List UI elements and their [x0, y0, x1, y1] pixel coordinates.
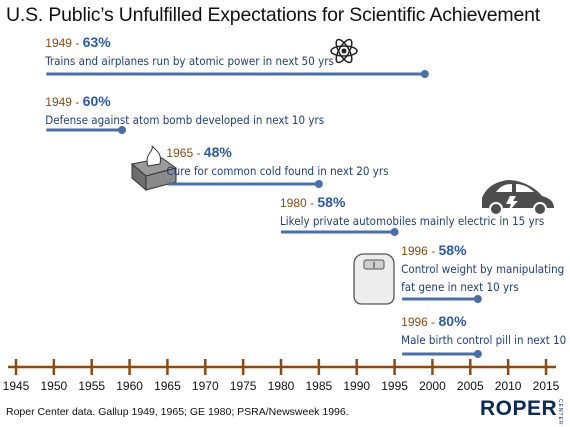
- expectation-description: Trains and airplanes run by atomic power…: [45, 54, 334, 68]
- x-tick-label: 1965: [154, 379, 181, 393]
- survey-year: 1949: [45, 95, 72, 109]
- survey-year: 1980: [280, 196, 307, 210]
- source-note: Roper Center data. Gallup 1949, 1965; GE…: [6, 406, 349, 418]
- percent-value: 60%: [82, 93, 111, 109]
- timeline-label: 1949 - 63% Trains and airplanes run by at…: [45, 34, 334, 70]
- expectation-description: Control weight by manipulating: [401, 262, 565, 276]
- timeline-bar-end-marker: [420, 70, 429, 78]
- expectation-description: Defense against atom bomb developed in n…: [45, 113, 325, 127]
- x-tick-label: 2010: [495, 379, 522, 393]
- timeline-bar-end-marker: [118, 126, 126, 134]
- x-tick-label: 2005: [457, 379, 484, 393]
- scale-icon: [353, 253, 395, 305]
- separator: -: [193, 146, 204, 160]
- x-tick-label: 1960: [116, 379, 143, 393]
- expectation-description: fat gene in next 10 yrs: [401, 280, 519, 294]
- x-tick-label: 1990: [343, 379, 370, 393]
- survey-year: 1996: [401, 244, 428, 258]
- survey-year: 1965: [166, 146, 194, 160]
- expectation-description: Male birth control pill in next 10 yrs: [401, 333, 570, 347]
- tissue-box-icon: [130, 145, 178, 192]
- atom-icon: [330, 38, 358, 64]
- roper-logo: ROPER: [480, 397, 558, 420]
- timeline-bar-end-marker: [390, 228, 399, 236]
- timeline-label: 1980 - 58% Likely private automobiles mai…: [280, 194, 544, 230]
- x-tick-label: 1980: [268, 379, 295, 393]
- label-header: 1949 - 63%: [45, 34, 334, 52]
- timeline-label: 1996 - 80% Male birth control pill in nex…: [401, 313, 570, 349]
- x-tick-label: 1975: [230, 379, 257, 393]
- x-tick-label: 1995: [381, 379, 408, 393]
- survey-year: 1949: [45, 36, 72, 50]
- x-tick-label: 2015: [533, 379, 560, 393]
- survey-year: 1996: [401, 315, 428, 329]
- separator: -: [427, 315, 439, 329]
- x-tick-label: 1985: [306, 379, 333, 393]
- timeline-label: 1949 - 60% Defense against atom bomb deve…: [45, 93, 324, 129]
- percent-value: 80%: [438, 313, 467, 329]
- separator: -: [71, 95, 83, 109]
- x-tick-label: 1955: [78, 379, 105, 393]
- label-header: 1949 - 60%: [45, 93, 324, 111]
- expectation-description: Cure for common cold found in next 20 yr…: [166, 164, 389, 178]
- label-header: 1996 - 80%: [401, 313, 570, 331]
- x-tick-label: 1950: [41, 379, 68, 393]
- percent-value: 58%: [438, 242, 467, 258]
- electric-car-icon: [482, 180, 554, 216]
- percent-value: 58%: [317, 194, 346, 210]
- roper-logo-sub: CENTER: [557, 399, 563, 426]
- percent-value: 48%: [203, 144, 232, 160]
- x-tick-label: 2000: [419, 379, 446, 393]
- timeline-label: 1996 - 58% Control weight by manipulating…: [401, 242, 564, 296]
- timeline-bar-end-marker: [473, 350, 482, 358]
- expectation-description: Likely private automobiles mainly electr…: [280, 214, 545, 228]
- label-header: 1965 - 48%: [166, 144, 388, 162]
- label-header: 1996 - 58%: [401, 242, 564, 260]
- separator: -: [427, 244, 439, 258]
- x-tick-label: 1945: [3, 379, 30, 393]
- timeline-bar-end-marker: [314, 180, 323, 188]
- timeline-bar-end-marker: [473, 295, 482, 303]
- label-header: 1980 - 58%: [280, 194, 544, 212]
- separator: -: [71, 36, 83, 50]
- chart-title: U.S. Public’s Unfulfilled Expectations f…: [6, 4, 540, 26]
- timeline-label: 1965 - 48% Cure for common cold found in …: [166, 144, 388, 180]
- separator: -: [306, 196, 318, 210]
- percent-value: 63%: [82, 34, 111, 50]
- x-tick-label: 1970: [192, 379, 219, 393]
